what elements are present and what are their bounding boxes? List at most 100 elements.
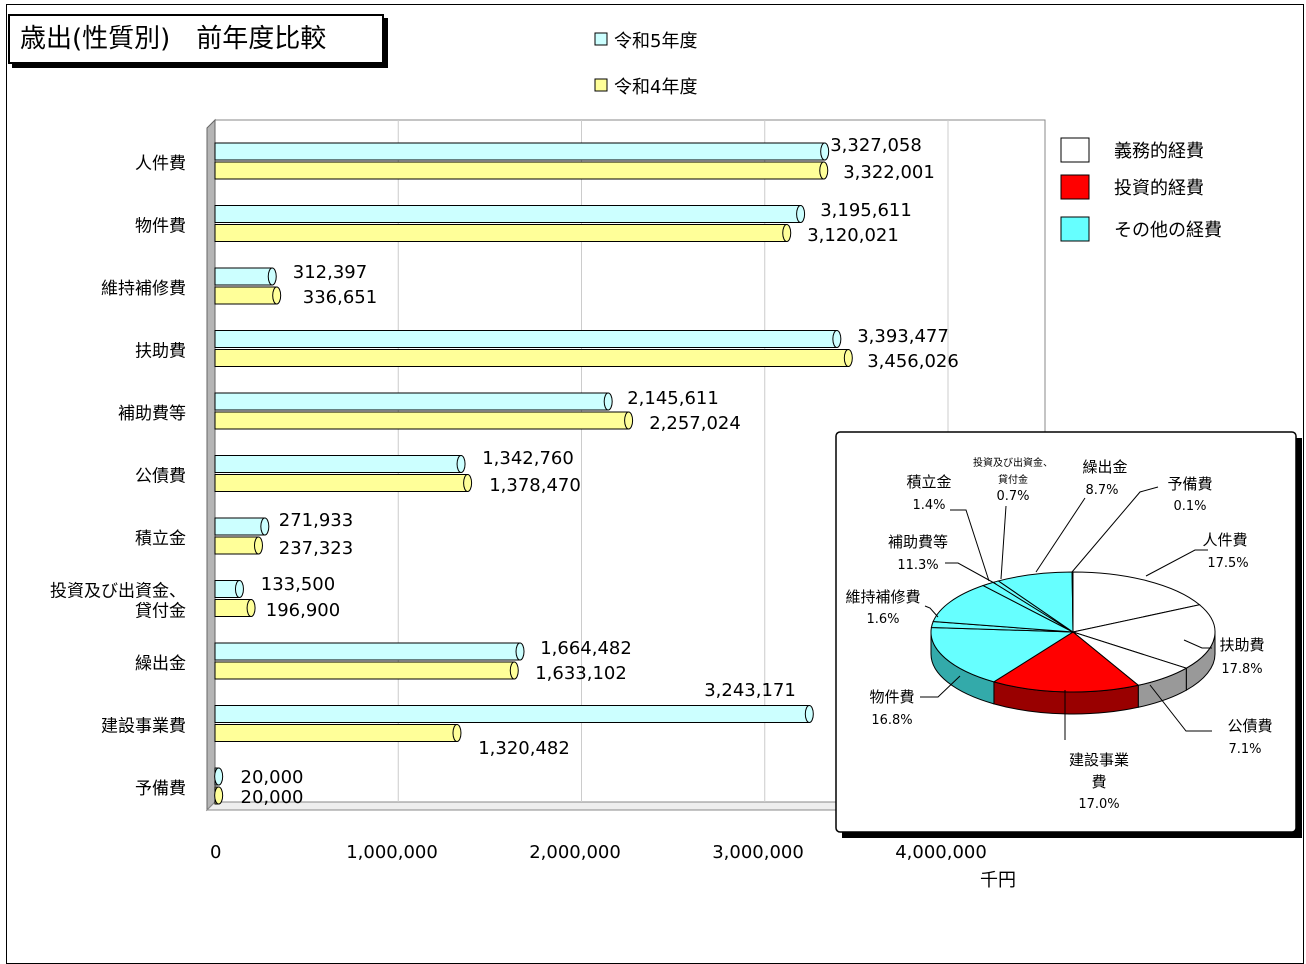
bar [214,724,458,742]
data-label: 3,456,026 [867,351,959,372]
bar-end-cap [832,330,842,348]
category-label: 維持補修費 [101,279,186,299]
bar-end-cap [804,705,814,723]
category-label: 公債費 [135,467,186,487]
data-label: 3,120,021 [807,225,899,246]
pie-label: 繰出金 [1082,458,1127,476]
pie-percent-label: 17.8% [1221,662,1262,677]
data-label: 336,651 [303,287,377,308]
data-label: 133,500 [261,574,335,595]
pie-legend-label: 投資的経費 [1114,178,1204,199]
pie-legend-swatch [1060,174,1090,200]
plot-side-wall [206,118,216,812]
pie-leader-line [1183,639,1212,649]
bar [214,161,825,180]
category-label: 貸付金 [135,602,186,622]
data-label: 1,342,760 [482,448,574,469]
x-tick-label: 3,000,000 [712,842,804,863]
bar-end-cap [214,786,224,805]
bar-end-cap [253,536,263,555]
bar [214,642,521,661]
pie-percent-label: 17.5% [1207,556,1248,571]
bar-end-cap [796,205,806,223]
pie-percent-label: 1.6% [866,612,899,627]
category-label: 物件費 [135,217,186,237]
data-label: 1,664,482 [540,638,632,659]
bar [214,599,252,617]
bar-end-cap [603,392,613,411]
legend-label: 令和4年度 [614,77,697,98]
bar-end-cap [260,517,270,536]
chart-title: 歳出(性質別) 前年度比較 [8,14,384,64]
data-label: 3,327,058 [830,135,922,156]
data-label: 3,322,001 [843,162,935,183]
data-label: 3,243,171 [704,680,796,701]
x-tick-label: 4,000,000 [895,842,987,863]
category-label: 積立金 [135,529,186,549]
bar-end-cap [843,349,853,367]
data-label: 2,257,024 [649,413,741,434]
legend-swatch [594,32,608,46]
pie-label: 扶助費 [1219,636,1264,654]
bar [214,286,278,305]
pie-slice [932,584,1074,633]
pie-leader-line [920,675,961,698]
pie-label: 維持補修費 [845,588,920,606]
pie-percent-label: 7.1% [1228,742,1261,757]
data-label: 271,933 [279,510,353,531]
pie-label: 建設事業 [1069,751,1129,769]
pie-percent-label: 8.7% [1085,483,1118,498]
bar-end-cap [272,286,282,305]
bar-end-cap [267,267,277,286]
data-label: 20,000 [241,787,304,808]
data-label: 1,633,102 [535,663,627,684]
pie-legend-swatch [1060,137,1090,163]
bar-end-cap [509,661,519,680]
category-label: 扶助費 [135,342,186,362]
pie-label: 投資及び出資金、 [973,456,1053,469]
bar [214,705,810,723]
pie-label: 積立金 [906,473,951,491]
bar-end-cap [456,455,466,473]
pie-leader-line [1000,505,1007,580]
pie-leader-line [1149,684,1212,732]
category-label: 建設事業費 [101,717,186,737]
pie-legend-swatch [1060,216,1090,242]
bar-end-cap [234,580,244,598]
x-axis-unit: 千円 [980,870,1016,891]
pie-slice [1071,604,1216,669]
bar-end-cap [819,161,829,180]
bar [214,392,609,411]
pie-percent-label: 0.1% [1173,499,1206,514]
data-label: 1,320,482 [478,738,570,759]
bar [214,411,630,430]
bar-end-cap [515,642,525,661]
pie-label: 物件費 [869,688,914,706]
bar [214,474,469,492]
pie-slice [930,626,1075,683]
bar [214,517,266,536]
data-label: 312,397 [293,262,367,283]
data-label: 3,195,611 [820,200,912,221]
legend-label: 令和5年度 [614,31,697,52]
data-label: 2,145,611 [627,388,719,409]
category-label: 予備費 [135,779,186,799]
bar-end-cap [820,142,830,161]
bar-end-cap [463,474,473,492]
pie-label: 人件費 [1202,531,1247,549]
pie-percent-label: 16.8% [871,713,912,728]
category-label: 投資及び出資金、 [50,582,186,602]
x-tick-label: 1,000,000 [346,842,438,863]
pie-leader-line [924,605,939,618]
bar-end-cap [246,599,256,617]
bar [214,536,259,555]
bar-end-cap [782,224,792,242]
bar-end-cap [624,411,634,430]
pie-percent-label: 11.3% [897,558,938,573]
x-tick-label: 0 [210,842,221,863]
data-label: 196,900 [266,600,340,621]
bar [214,455,462,473]
pie-percent-label: 17.0% [1078,797,1119,812]
data-label: 1,378,470 [489,475,581,496]
